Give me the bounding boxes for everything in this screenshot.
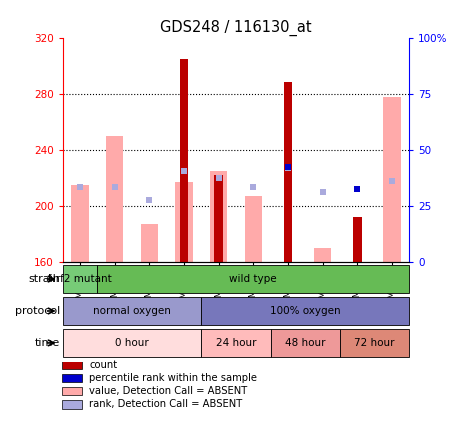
Title: GDS248 / 116130_at: GDS248 / 116130_at (160, 20, 312, 36)
Text: strain: strain (28, 274, 60, 284)
Bar (179, 59, 188, 262)
Text: percentile rank within the sample: percentile rank within the sample (89, 373, 257, 383)
Text: count: count (89, 360, 117, 370)
Bar (284, 82, 292, 262)
Bar (314, 248, 331, 262)
Bar (353, 217, 362, 262)
Bar (210, 171, 227, 262)
Text: time: time (35, 338, 60, 348)
Bar (62, 361, 82, 369)
Bar (141, 224, 158, 262)
Text: 72 hour: 72 hour (354, 338, 395, 348)
Text: value, Detection Call = ABSENT: value, Detection Call = ABSENT (89, 386, 247, 396)
Text: 24 hour: 24 hour (216, 338, 256, 348)
Bar (62, 387, 82, 395)
Bar (201, 296, 409, 325)
Bar (245, 196, 262, 262)
Text: 100% oxygen: 100% oxygen (270, 306, 340, 316)
Bar (62, 400, 82, 409)
Text: 0 hour: 0 hour (115, 338, 149, 348)
Text: normal oxygen: normal oxygen (93, 306, 171, 316)
Bar (63, 296, 201, 325)
Bar (72, 185, 89, 262)
Bar (340, 328, 409, 357)
Bar (62, 374, 82, 383)
Bar (201, 328, 271, 357)
Bar (271, 328, 340, 357)
Bar (383, 97, 400, 262)
Bar (63, 265, 98, 294)
Text: protocol: protocol (15, 306, 60, 316)
Text: Nrf2 mutant: Nrf2 mutant (48, 274, 112, 284)
Bar (63, 328, 201, 357)
Bar (175, 182, 193, 262)
Text: wild type: wild type (230, 274, 277, 284)
Text: 48 hour: 48 hour (285, 338, 326, 348)
Text: rank, Detection Call = ABSENT: rank, Detection Call = ABSENT (89, 400, 242, 409)
Bar (214, 176, 223, 262)
Bar (106, 136, 123, 262)
